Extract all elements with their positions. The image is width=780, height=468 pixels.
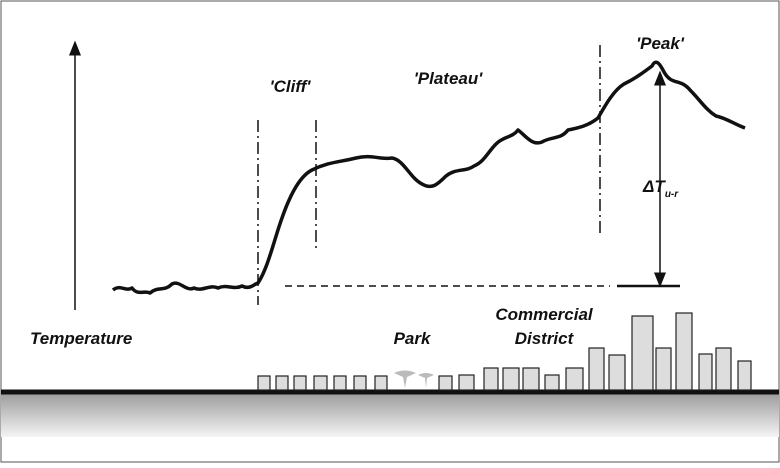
commercial-label: Commercial xyxy=(495,305,594,324)
diagram: 'Cliff' 'Plateau' 'Peak' ΔTu-r Temperatu… xyxy=(0,0,780,463)
temperature-label: Temperature xyxy=(30,329,132,348)
park-label: Park xyxy=(394,329,432,348)
district-label: District xyxy=(515,329,575,348)
delta-main: ΔT xyxy=(642,177,666,196)
delta-sub: u-r xyxy=(665,189,679,200)
ground xyxy=(1,392,779,437)
cliff-label: 'Cliff' xyxy=(270,77,312,96)
page: {"labels": {"cliff": "'Cliff'", "plateau… xyxy=(0,0,780,463)
peak-label: 'Peak' xyxy=(636,34,685,53)
plateau-label: 'Plateau' xyxy=(414,69,484,88)
